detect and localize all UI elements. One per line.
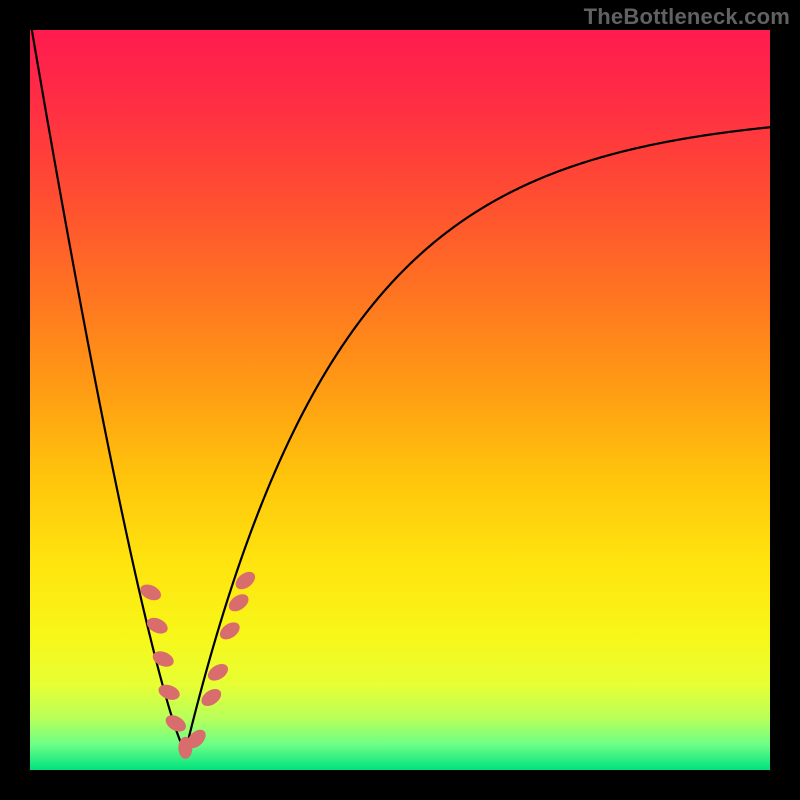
chart-container: TheBottleneck.com	[0, 0, 800, 800]
bottleneck-curve-chart	[0, 0, 800, 800]
watermark-text: TheBottleneck.com	[584, 4, 790, 30]
plot-background	[30, 30, 770, 770]
